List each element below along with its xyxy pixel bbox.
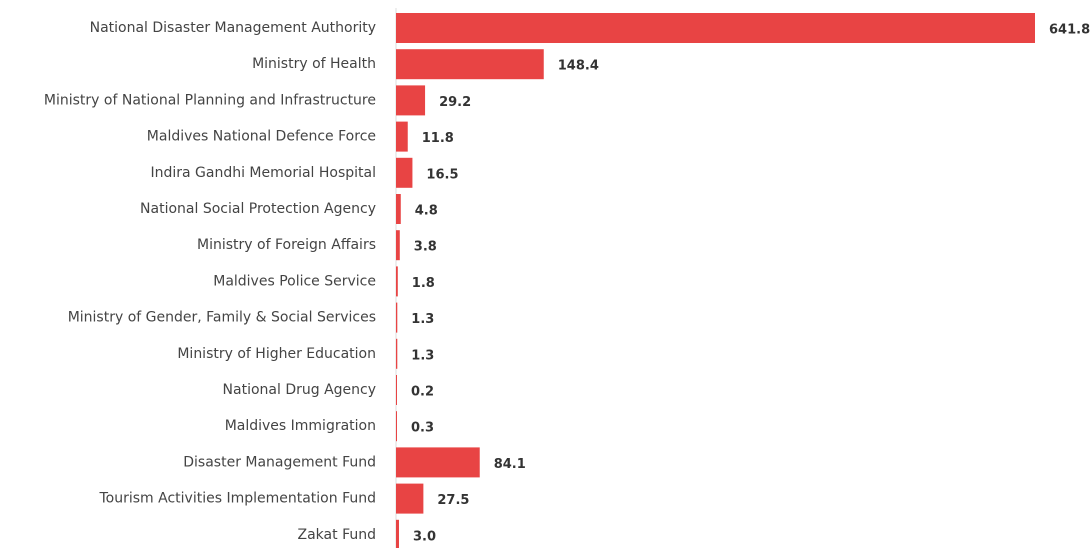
bar-3 bbox=[396, 121, 408, 152]
bar-2 bbox=[396, 85, 426, 116]
bar-8 bbox=[396, 302, 398, 333]
value-label-10: 0.2 bbox=[411, 385, 434, 400]
category-labels-group: National Disaster Management Authority Mi… bbox=[44, 20, 376, 543]
bar-6 bbox=[396, 230, 400, 261]
bar-11 bbox=[396, 411, 397, 442]
value-label-8: 1.3 bbox=[411, 312, 434, 327]
category-label-3: Maldives National Defence Force bbox=[147, 129, 376, 145]
value-label-9: 1.3 bbox=[411, 348, 434, 363]
category-label-10: National Drug Agency bbox=[223, 382, 376, 398]
value-label-0: 641.8 bbox=[1049, 23, 1090, 38]
category-label-14: Zakat Fund bbox=[298, 527, 376, 543]
category-label-7: Maldives Police Service bbox=[213, 273, 376, 289]
bar-4 bbox=[396, 157, 413, 188]
bar-1 bbox=[396, 49, 544, 80]
category-label-6: Ministry of Foreign Affairs bbox=[197, 237, 376, 253]
value-label-13: 27.5 bbox=[437, 493, 469, 508]
bar-14 bbox=[396, 519, 399, 548]
bar-12 bbox=[396, 447, 480, 478]
category-label-5: National Social Protection Agency bbox=[140, 201, 376, 217]
bar-9 bbox=[396, 338, 398, 369]
value-label-1: 148.4 bbox=[558, 59, 599, 74]
value-label-4: 16.5 bbox=[426, 167, 458, 182]
category-label-13: Tourism Activities Implementation Fund bbox=[99, 491, 377, 507]
category-label-11: Maldives Immigration bbox=[225, 418, 376, 434]
category-label-8: Ministry of Gender, Family & Social Serv… bbox=[68, 310, 376, 326]
value-label-5: 4.8 bbox=[415, 204, 438, 219]
bar-0 bbox=[396, 13, 1035, 43]
value-label-7: 1.8 bbox=[412, 276, 435, 291]
value-label-12: 84.1 bbox=[494, 457, 526, 472]
bar-5 bbox=[396, 194, 401, 224]
category-label-12: Disaster Management Fund bbox=[183, 454, 376, 470]
value-label-11: 0.3 bbox=[411, 421, 434, 436]
bar-13 bbox=[396, 483, 424, 514]
bar-7 bbox=[396, 266, 398, 297]
bar-10 bbox=[396, 375, 397, 405]
category-label-2: Ministry of National Planning and Infras… bbox=[44, 92, 376, 108]
category-label-9: Ministry of Higher Education bbox=[177, 346, 376, 362]
value-label-2: 29.2 bbox=[439, 95, 471, 110]
value-label-3: 11.8 bbox=[422, 131, 454, 146]
value-label-14: 3.0 bbox=[413, 529, 436, 544]
category-label-0: National Disaster Management Authority bbox=[90, 20, 376, 36]
bars-group bbox=[396, 13, 1035, 548]
value-labels-group: 641.8 148.4 29.2 11.8 16.5 4.8 3.8 1.8 1.3 1.3 0.2… bbox=[411, 23, 1090, 545]
category-label-1: Ministry of Health bbox=[252, 56, 376, 72]
value-label-6: 3.8 bbox=[414, 240, 437, 255]
category-label-4: Indira Gandhi Memorial Hospital bbox=[150, 165, 376, 181]
